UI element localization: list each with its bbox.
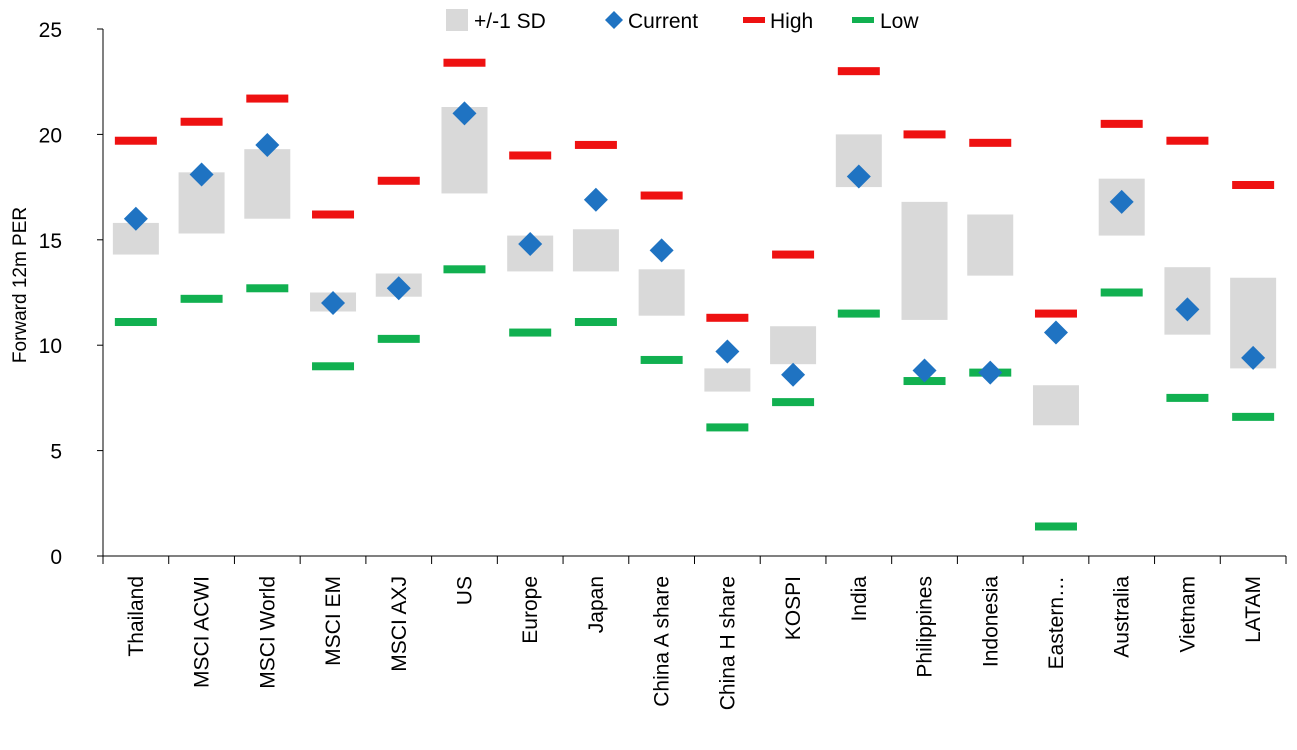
- low-marker: [246, 284, 288, 292]
- x-tick-label: Indonesia: [979, 576, 1002, 667]
- high-marker: [443, 59, 485, 67]
- high-marker: [115, 137, 157, 145]
- legend-swatch: [852, 17, 874, 23]
- current-marker: [978, 361, 1002, 385]
- y-axis-title: Forward 12m PER: [10, 207, 31, 363]
- plot-area: 0 5 10 15 20 25 Thailand MSCI ACWI MSCI World MSC…: [39, 19, 1286, 710]
- low-marker: [706, 423, 748, 431]
- high-marker: [706, 314, 748, 322]
- y-tick-label: 5: [50, 441, 62, 464]
- x-tick-label: Japan: [585, 576, 608, 633]
- y-tick-label: 15: [39, 230, 62, 253]
- y-tick-label: 0: [50, 546, 62, 569]
- low-marker: [509, 329, 551, 337]
- legend-label: +/-1 SD: [474, 10, 546, 33]
- sd-range-bar: [704, 368, 750, 391]
- current-marker: [1044, 321, 1068, 345]
- high-marker: [772, 251, 814, 259]
- low-marker: [1101, 289, 1143, 297]
- x-tick-label: Philippines: [914, 576, 937, 678]
- x-tick-label: MSCI ACWI: [191, 576, 214, 688]
- high-marker: [1232, 181, 1274, 189]
- low-marker: [181, 295, 223, 303]
- x-tick-label: US: [453, 576, 476, 605]
- low-marker: [575, 318, 617, 326]
- low-marker: [1166, 394, 1208, 402]
- legend-swatch: [743, 17, 765, 23]
- legend-item-sd: +/-1 SD: [446, 9, 546, 33]
- high-marker: [969, 139, 1011, 147]
- legend-label: Current: [628, 10, 698, 33]
- low-marker: [838, 310, 880, 318]
- x-tick-label: MSCI EM: [322, 576, 345, 666]
- high-marker: [509, 151, 551, 159]
- legend-swatch: [605, 11, 623, 29]
- legend-item-low: Low: [852, 10, 919, 33]
- high-marker: [312, 211, 354, 219]
- high-marker: [1101, 120, 1143, 128]
- high-marker: [838, 67, 880, 75]
- high-marker: [181, 118, 223, 126]
- high-marker: [1166, 137, 1208, 145]
- x-tick-label: KOSPI: [782, 576, 805, 640]
- low-marker: [772, 398, 814, 406]
- sd-range-bar: [967, 215, 1013, 276]
- x-tick-label: Eastern…: [1045, 576, 1068, 669]
- high-marker: [246, 95, 288, 103]
- high-marker: [575, 141, 617, 149]
- y-tick-label: 10: [39, 335, 62, 358]
- current-marker: [715, 340, 739, 364]
- y-tick-label: 20: [39, 124, 62, 147]
- legend: +/-1 SD Current High Low: [446, 9, 919, 33]
- sd-range-bar: [639, 269, 685, 315]
- current-marker: [650, 238, 674, 262]
- low-marker: [641, 356, 683, 364]
- x-tick-label: China A share: [651, 576, 674, 707]
- high-marker: [641, 192, 683, 200]
- sd-range-bar: [770, 326, 816, 364]
- x-tick-label: Australia: [1111, 576, 1134, 658]
- x-tick-label: MSCI AXJ: [388, 576, 411, 672]
- low-marker: [312, 362, 354, 370]
- legend-label: Low: [880, 10, 919, 33]
- sd-range-bar: [902, 202, 948, 320]
- low-marker: [1232, 413, 1274, 421]
- low-marker: [443, 265, 485, 273]
- x-tick-label: China H share: [716, 576, 739, 710]
- x-tick-label: Vietnam: [1176, 576, 1199, 653]
- x-tick-label: LATAM: [1242, 576, 1265, 643]
- sd-range-bar: [573, 229, 619, 271]
- legend-item-high: High: [743, 10, 813, 33]
- high-marker: [1035, 310, 1077, 318]
- low-marker: [115, 318, 157, 326]
- x-tick-label: Europe: [519, 576, 542, 644]
- legend-swatch: [446, 9, 468, 31]
- x-tick-label: MSCI World: [256, 576, 279, 689]
- low-marker: [1035, 522, 1077, 530]
- high-marker: [378, 177, 420, 185]
- current-marker: [584, 188, 608, 212]
- y-tick-label: 25: [39, 19, 62, 42]
- legend-label: High: [770, 10, 813, 33]
- low-marker: [378, 335, 420, 343]
- sd-range-bar: [1033, 385, 1079, 425]
- legend-item-current: Current: [605, 10, 698, 33]
- high-marker: [904, 130, 946, 138]
- x-tick-label: India: [848, 576, 871, 622]
- sd-range-bar: [244, 149, 290, 219]
- x-tick-label: Thailand: [125, 576, 148, 657]
- current-marker: [781, 363, 805, 387]
